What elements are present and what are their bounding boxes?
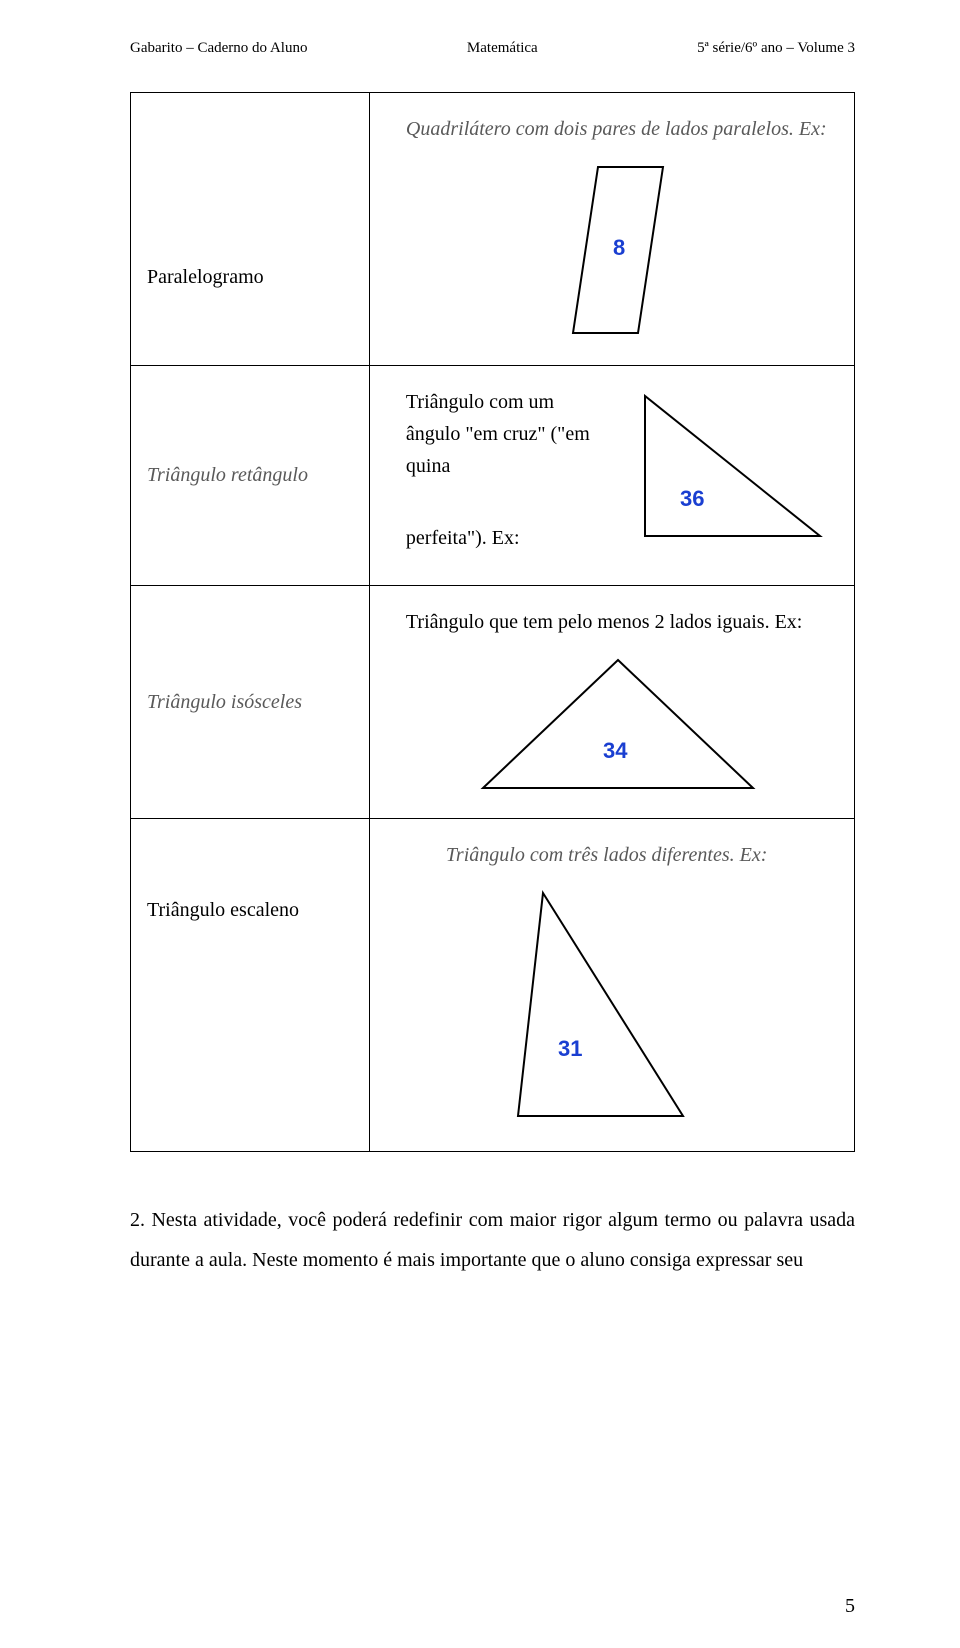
- header-right: 5ª série/6º ano – Volume 3: [697, 40, 855, 57]
- row-desc-post: perfeita"). Ex:: [406, 522, 610, 554]
- row-desc-cell: Quadrilátero com dois pares de lados par…: [369, 93, 854, 366]
- right-triangle-icon: 36: [630, 386, 830, 546]
- shape-wrap: 8: [406, 155, 830, 345]
- header-left: Gabarito – Caderno do Aluno: [130, 40, 307, 57]
- row-label: Paralelogramo: [147, 266, 264, 288]
- row-desc: Triângulo que tem pelo menos 2 lados igu…: [406, 606, 830, 638]
- shape-number: 31: [558, 1036, 582, 1061]
- table-row: Triângulo retângulo Triângulo com um âng…: [131, 366, 855, 586]
- row-desc-cell: Triângulo com um ângulo "em cruz" ("em q…: [369, 366, 854, 586]
- row-desc-pre: Triângulo com um ângulo "em cruz" ("em q…: [406, 386, 610, 482]
- row-label-cell: Triângulo retângulo: [131, 366, 370, 586]
- page: Gabarito – Caderno do Aluno Matemática 5…: [0, 0, 960, 1648]
- page-header: Gabarito – Caderno do Aluno Matemática 5…: [130, 40, 855, 57]
- row-label: Triângulo escaleno: [147, 899, 299, 921]
- row-desc-cell: Triângulo com três lados diferentes. Ex:…: [369, 819, 854, 1152]
- isosceles-triangle-icon: 34: [468, 648, 768, 798]
- row-label-cell: Paralelogramo: [131, 93, 370, 366]
- row-desc: Quadrilátero com dois pares de lados par…: [406, 113, 830, 145]
- shape-number: 34: [603, 738, 628, 763]
- shape-wrap: 34: [406, 648, 830, 798]
- shapes-table: Paralelogramo Quadrilátero com dois pare…: [130, 92, 855, 1152]
- scalene-triangle-icon: 31: [508, 881, 728, 1131]
- row-label: Triângulo retângulo: [147, 464, 308, 486]
- table-row: Triângulo isósceles Triângulo que tem pe…: [131, 586, 855, 819]
- page-number: 5: [845, 1595, 855, 1618]
- shape-wrap: 31: [406, 881, 830, 1131]
- table-row: Triângulo escaleno Triângulo com três la…: [131, 819, 855, 1152]
- row-desc: Triângulo com três lados diferentes. Ex:: [406, 839, 830, 871]
- shape-number: 8: [613, 235, 625, 260]
- row-label-cell: Triângulo isósceles: [131, 586, 370, 819]
- header-center: Matemática: [467, 40, 538, 57]
- row-desc-cell: Triângulo que tem pelo menos 2 lados igu…: [369, 586, 854, 819]
- body-paragraph: 2. Nesta atividade, você poderá redefini…: [130, 1200, 855, 1280]
- shape-number: 36: [680, 486, 704, 511]
- parallelogram-icon: 8: [543, 155, 693, 345]
- row-label-cell: Triângulo escaleno: [131, 819, 370, 1152]
- row-label: Triângulo isósceles: [147, 691, 302, 713]
- table-row: Paralelogramo Quadrilátero com dois pare…: [131, 93, 855, 366]
